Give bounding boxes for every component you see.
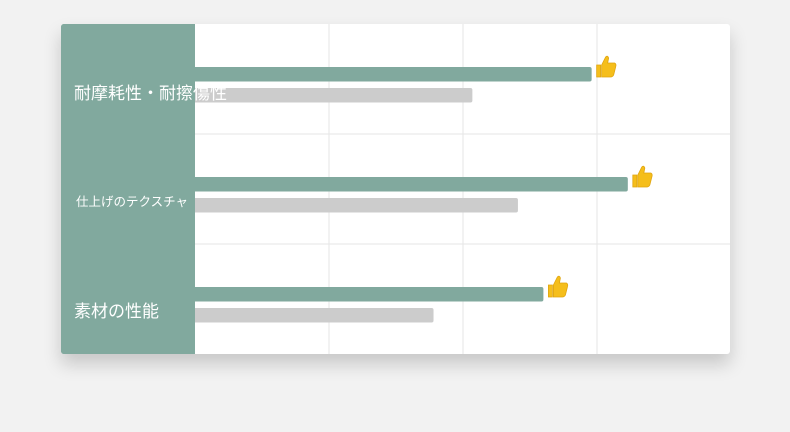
bar [155,287,544,302]
bar [155,198,518,213]
category-label: 仕上げのテクスチャ [76,194,189,209]
thumbs-up-icon [632,165,653,188]
category-label: 素材の性能 [74,302,159,322]
bar [155,88,473,103]
category-panel-overlay [61,24,195,354]
category-label: 耐摩耗性・耐擦傷性 [74,84,227,104]
bar [155,308,434,323]
thumbs-up-icon [548,275,569,298]
thumbs-up-icon [596,55,617,78]
bar [155,67,592,82]
bar [155,177,628,192]
